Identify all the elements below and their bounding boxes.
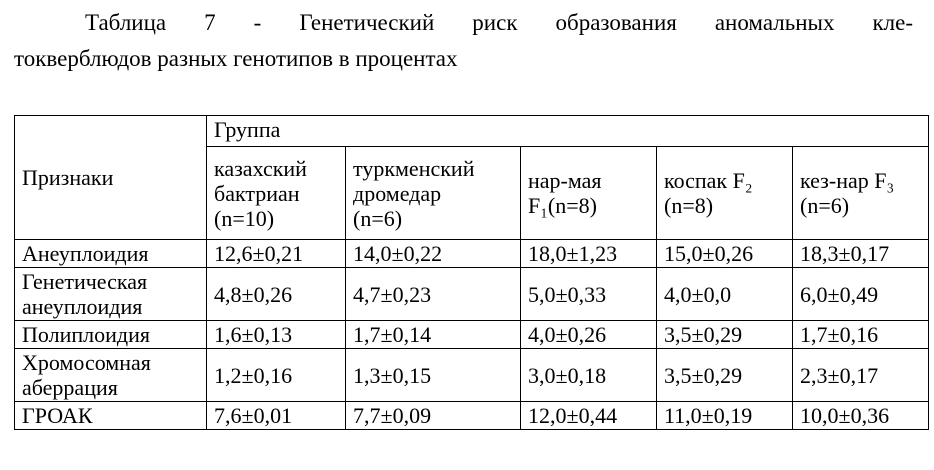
value-cell: 12,6±0,21 [206, 239, 346, 268]
row-label-cell: Анеуплоидия [14, 239, 207, 268]
value-cell: 3,0±0,18 [520, 348, 657, 402]
column-header-cell: кез-нар F₃ (n=6) [792, 146, 929, 240]
table-row: Генетическая анеуплоидия 4,8±0,26 4,7±0,23… [14, 267, 929, 321]
value-cell: 18,3±0,17 [792, 239, 929, 268]
value-cell: 4,0±0,26 [520, 320, 657, 349]
column-header-cell: туркменский дромедар (n=6) [345, 146, 521, 240]
value-cell: 12,0±0,44 [520, 401, 657, 430]
column-header-cell: нар-мая F₁(n=8) [520, 146, 657, 240]
table-row: Хромосомная аберрация 1,2±0,16 1,3±0,15 3,0… [14, 348, 929, 402]
value-cell: 1,7±0,16 [792, 320, 929, 349]
value-cell: 7,6±0,01 [206, 401, 346, 430]
value-cell: 11,0±0,19 [656, 401, 793, 430]
header-line: F₁(n=8) [528, 193, 597, 218]
value-cell: 14,0±0,22 [345, 239, 521, 268]
table-row: Анеуплоидия 12,6±0,21 14,0±0,22 18,0±1,23 15… [14, 239, 929, 268]
header-row: Признаки Группа [14, 115, 929, 240]
value-cell: 10,0±0,36 [792, 401, 929, 430]
table-row: Полиплоидия 1,6±0,13 1,7±0,14 4,0±0,26 3,5±0… [14, 320, 929, 349]
value-cell: 1,7±0,14 [345, 320, 521, 349]
value-cell: 5,0±0,33 [520, 267, 657, 321]
value-cell: 15,0±0,26 [656, 239, 793, 268]
column-header-cell: казахский бактриан (n=10) [206, 146, 346, 240]
value-cell: 4,7±0,23 [345, 267, 521, 321]
header-line: коспак F₂ [664, 168, 753, 193]
header-line: кез-нар F₃ [800, 168, 895, 193]
header-line: (n=6) [800, 193, 850, 218]
table: Признаки Группа казахский бактриан (n=10) тур… [14, 115, 929, 430]
header-line: казахский [214, 155, 307, 181]
value-cell: 6,0±0,49 [792, 267, 929, 321]
value-cell: 4,8±0,26 [206, 267, 346, 321]
value-cell: 1,2±0,16 [206, 348, 346, 402]
header-row: казахский бактриан (n=10) туркменский дромед… [15, 146, 929, 240]
row-label-cell: ГРОАК [14, 401, 207, 430]
row-label-cell: Генетическая анеуплоидия [14, 267, 207, 321]
title-line: токверблюдов разных генотипов в процента… [14, 46, 458, 71]
column-header-cell: коспак F₂ (n=8) [656, 146, 793, 240]
header-line: дромедар [353, 180, 442, 206]
value-cell: 4,0±0,0 [656, 267, 793, 321]
value-cell: 1,6±0,13 [206, 320, 346, 349]
table-row: ГРОАК 7,6±0,01 7,7±0,09 12,0±0,44 11,0±0,19 1… [14, 401, 929, 430]
value-cell: 1,3±0,15 [345, 348, 521, 402]
header-line: (n=6) [353, 205, 403, 231]
title-line: Таблица 7 - Генетический риск образовани… [85, 10, 913, 35]
header-line: бактриан [214, 180, 300, 206]
row-label-cell: Хромосомная аберрация [14, 348, 207, 402]
header-line: (n=10) [214, 205, 275, 231]
row-label-cell: Полиплоидия [14, 320, 207, 349]
row-header-cell: Признаки [14, 115, 207, 240]
value-cell: 3,5±0,29 [656, 320, 793, 349]
value-cell: 3,5±0,29 [656, 348, 793, 402]
header-line: туркменский [353, 155, 475, 181]
value-cell: 7,7±0,09 [345, 401, 521, 430]
value-cell: 2,3±0,17 [792, 348, 929, 402]
group-header-cell: Группа [206, 115, 929, 147]
header-line: нар-мая [528, 168, 602, 193]
value-cell: 18,0±1,23 [520, 239, 657, 268]
header-line: (n=8) [664, 193, 714, 218]
